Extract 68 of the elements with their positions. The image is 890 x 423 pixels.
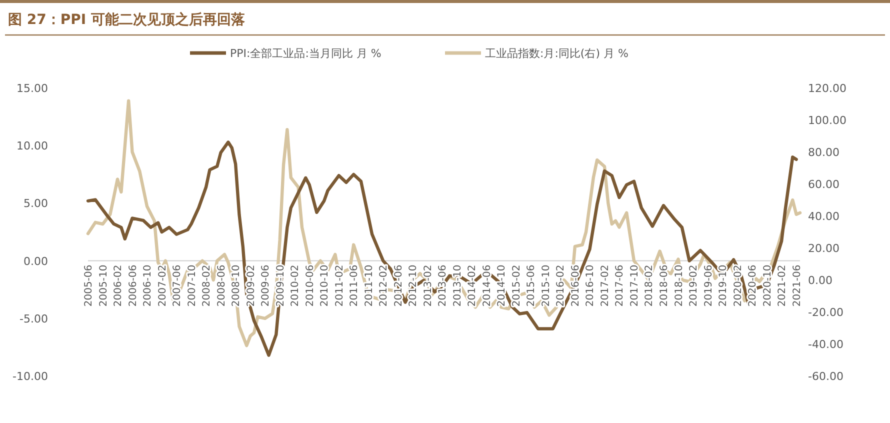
- y-tick-label: 10.00: [16, 140, 48, 153]
- y2-tick-label: 40.00: [808, 210, 840, 223]
- y2-tick-label: -40.00: [808, 338, 844, 351]
- y2-tick-label: 100.00: [808, 114, 846, 127]
- x-tick-label: 2013-06: [438, 264, 449, 307]
- x-tick-label: 2019-06: [703, 264, 714, 307]
- y2-tick-label: -20.00: [808, 306, 844, 319]
- x-tick-label: 2009-02: [246, 264, 257, 307]
- x-tick-label: 2014-10: [496, 264, 508, 307]
- x-tick-label: 2010-02: [290, 264, 302, 307]
- y2-tick-label: -60.00: [808, 370, 844, 383]
- x-tick-label: 2013-02: [422, 264, 434, 307]
- y-tick-label: -5.00: [20, 312, 48, 326]
- x-tick-label: 2012-02: [378, 264, 390, 307]
- x-tick-label: 2018-02: [644, 264, 656, 307]
- x-tick-label: 2020-02: [732, 264, 744, 307]
- x-tick-label: 2018-06: [659, 264, 670, 307]
- x-tick-label: 2012-06: [393, 264, 404, 307]
- x-tick-label: 2017-06: [614, 264, 626, 307]
- y2-tick-label: 60.00: [808, 178, 840, 191]
- x-tick-label: 2019-10: [718, 264, 730, 307]
- x-tick-label: 2011-06: [349, 264, 360, 307]
- x-tick-label: 2011-10: [364, 264, 375, 307]
- x-tick-label: 2008-10: [231, 264, 242, 307]
- x-tick-label: 2007-06: [172, 264, 184, 307]
- y2-tick-label: 120.00: [808, 82, 846, 95]
- x-tick-label: 2008-02: [202, 264, 213, 307]
- x-tick-label: 2018-10: [674, 264, 685, 307]
- y-tick-label: 0.00: [24, 254, 48, 268]
- y-tick-label: 15.00: [16, 82, 48, 95]
- x-tick-label: 2008-06: [216, 264, 228, 307]
- x-tick-label: 2006-02: [113, 264, 124, 307]
- x-tick-label: 2016-10: [585, 264, 596, 307]
- x-tick-label: 2011-02: [334, 264, 346, 307]
- x-tick-label: 2012-10: [408, 264, 420, 307]
- x-tick-label: 2007-10: [186, 264, 198, 307]
- x-tick-label: 2015-06: [526, 264, 538, 307]
- x-tick-label: 2020-10: [762, 264, 774, 307]
- x-tick-label: 2016-06: [570, 264, 582, 307]
- y2-tick-label: 20.00: [808, 242, 840, 255]
- x-tick-label: 2020-06: [748, 264, 759, 307]
- y-tick-label: -10.00: [12, 370, 48, 383]
- y2-tick-label: 80.00: [808, 146, 840, 159]
- x-tick-label: 2010-10: [320, 264, 331, 307]
- legend-label: 工业品指数:月:同比(右) 月 %: [485, 47, 628, 60]
- x-tick-label: 2009-10: [275, 264, 286, 307]
- legend-label: PPI:全部工业品:当月同比 月 %: [230, 47, 382, 60]
- y-tick-label: 5.00: [24, 197, 48, 210]
- x-tick-label: 2005-06: [84, 264, 94, 307]
- x-tick-label: 2017-02: [600, 264, 611, 307]
- x-tick-label: 2006-10: [142, 264, 154, 307]
- x-tick-label: 2019-02: [688, 264, 700, 307]
- y2-tick-label: 0.00: [808, 274, 832, 287]
- x-tick-label: 2021-02: [777, 264, 788, 307]
- x-tick-label: 2016-02: [556, 264, 567, 307]
- x-tick-label: 2010-06: [304, 264, 316, 307]
- x-tick-label: 2021-06: [792, 264, 803, 307]
- x-tick-label: 2014-02: [467, 264, 478, 307]
- x-tick-label: 2015-10: [540, 264, 552, 307]
- x-tick-label: 2013-10: [452, 264, 464, 307]
- x-tick-label: 2007-02: [157, 264, 168, 307]
- title: 图 27：PPI 可能二次见顶之后再回落: [8, 12, 245, 28]
- x-tick-label: 2015-02: [511, 264, 522, 307]
- x-tick-label: 2014-06: [482, 264, 493, 307]
- x-tick-label: 2009-06: [260, 264, 272, 307]
- x-tick-label: 2005-10: [98, 264, 110, 307]
- x-tick-label: 2006-06: [128, 264, 139, 307]
- x-tick-label: 2017-10: [629, 264, 640, 307]
